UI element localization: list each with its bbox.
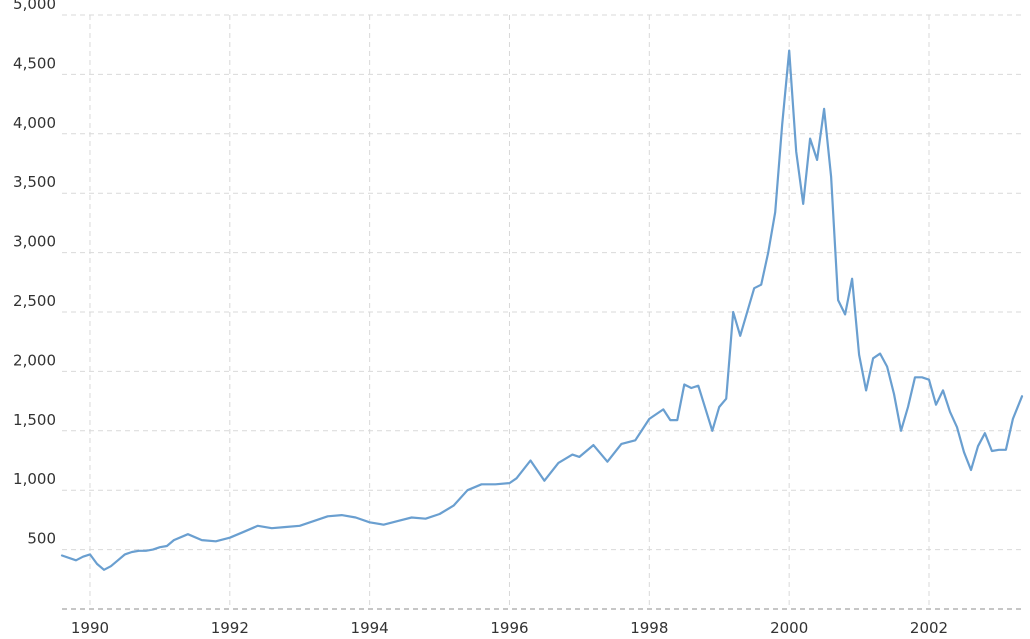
x-tick-label: 1996: [490, 619, 528, 637]
x-axis-tick-labels: 1990 1992 1994 1996 1998 2000 2002: [71, 619, 948, 637]
y-tick-label: 500: [27, 530, 56, 548]
x-gridlines: [89, 15, 930, 609]
y-tick-label: 3,000: [13, 233, 56, 251]
x-tick-label: 2002: [910, 619, 948, 637]
x-tick-label: 1998: [630, 619, 668, 637]
y-tick-label: 5,000: [13, 0, 56, 13]
x-tick-label: 2000: [770, 619, 808, 637]
series-line: [60, 49, 1024, 571]
y-tick-label: 3,500: [13, 173, 56, 191]
x-tick-label: 1990: [71, 619, 109, 637]
y-axis-tick-labels: 500 1,000 1,500 2,000 2,500 3,000 3,500 4,000 4,…: [13, 0, 56, 548]
x-tick-label: 1992: [211, 619, 249, 637]
x-tick-label: 1994: [351, 619, 389, 637]
y-tick-label: 2,000: [13, 351, 56, 369]
y-gridlines: [62, 14, 1022, 551]
y-tick-label: 2,500: [13, 292, 56, 310]
series-group: [60, 49, 1024, 571]
y-tick-label: 1,500: [13, 411, 56, 429]
y-tick-label: 4,500: [13, 54, 56, 72]
y-tick-label: 4,000: [13, 114, 56, 132]
y-tick-label: 1,000: [13, 470, 56, 488]
